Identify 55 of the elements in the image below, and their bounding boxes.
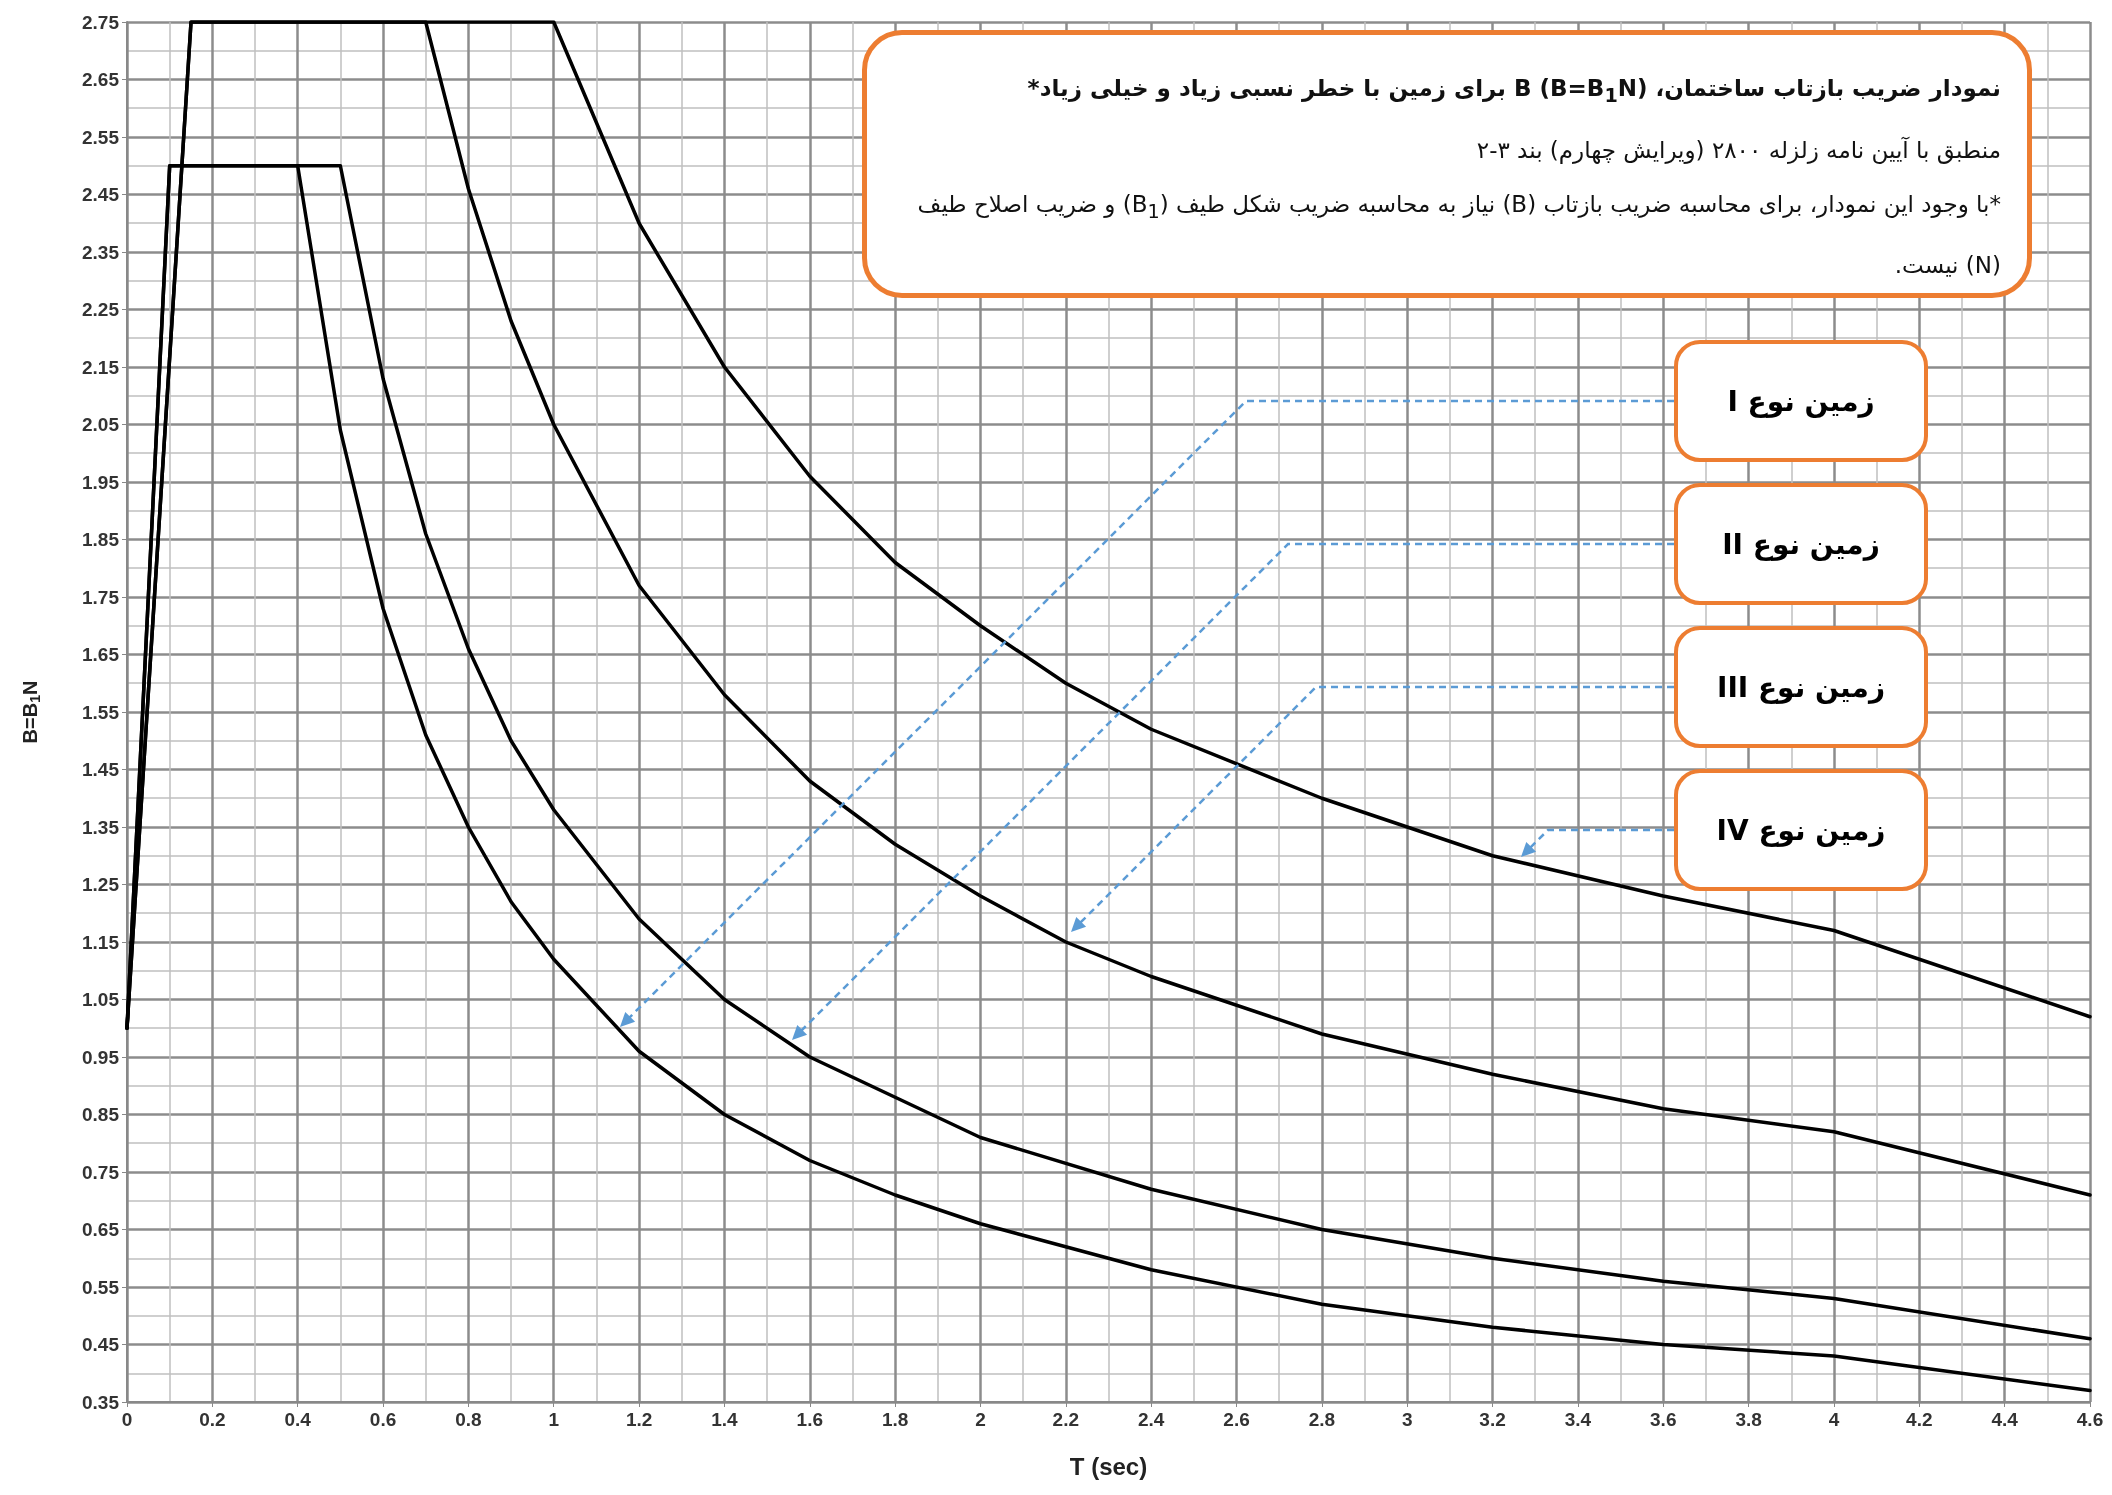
x-tick-label: 4.4 — [1991, 1409, 2019, 1430]
x-tick-label: 0.4 — [284, 1409, 312, 1430]
y-tick-label: 0.35 — [82, 1391, 120, 1413]
x-tick-label: 2.8 — [1308, 1409, 1336, 1430]
x-tick-label: 2.6 — [1223, 1409, 1250, 1430]
annotation: زمین نوع IV — [1716, 814, 1886, 847]
y-tick-label: 0.45 — [82, 1334, 120, 1355]
y-tick-label: 1.15 — [82, 931, 120, 953]
annotation: زمین نوع III — [1716, 671, 1886, 704]
x-tick-label: 4.6 — [2076, 1409, 2104, 1430]
y-tick-label: 2.65 — [82, 69, 120, 90]
x-tick-label: 3.8 — [1735, 1409, 1762, 1430]
y-tick-label: 2.15 — [82, 356, 120, 378]
y-tick-label: 0.95 — [82, 1046, 120, 1068]
y-tick-label: 0.85 — [82, 1104, 120, 1125]
x-tick-label: 3.4 — [1564, 1409, 1592, 1430]
x-axis-title: T (sec) — [1069, 1452, 1148, 1480]
x-tick-label: 4 — [1828, 1409, 1840, 1430]
y-tick-label: 1.35 — [82, 816, 120, 838]
y-tick-label: 1.25 — [82, 874, 120, 895]
y-tick-label: 0.55 — [82, 1276, 120, 1298]
y-tick-label: 2.45 — [82, 184, 120, 205]
x-tick-label: 0.2 — [199, 1409, 226, 1430]
y-axis-title: B=B1N — [19, 680, 43, 744]
y-tick-label: 2.75 — [82, 11, 120, 33]
x-tick-label: 3 — [1401, 1409, 1413, 1430]
x-tick-label: 3.2 — [1479, 1409, 1506, 1430]
annotation: زمین نوع I — [1727, 385, 1875, 418]
x-tick-label: 0 — [121, 1409, 133, 1430]
y-tick-label: 2.25 — [82, 299, 120, 320]
y-tick-label: 0.65 — [82, 1219, 120, 1240]
y-tick-label: 1.05 — [82, 989, 120, 1010]
x-tick-label: 2.2 — [1052, 1409, 1080, 1430]
y-tick-label: 1.95 — [82, 471, 120, 493]
annotation: زمین نوع II — [1722, 528, 1880, 561]
x-tick-label: 1.2 — [625, 1409, 653, 1430]
x-tick-label: 1.8 — [881, 1409, 909, 1430]
y-tick-label: 1.85 — [82, 529, 120, 550]
y-tick-label: 1.55 — [82, 701, 120, 723]
x-tick-label: 1.4 — [711, 1409, 739, 1430]
x-tick-label: 1.6 — [796, 1409, 823, 1430]
x-tick-label: 3.6 — [1650, 1409, 1677, 1430]
x-tick-label: 4.2 — [1906, 1409, 1933, 1430]
y-tick-label: 2.55 — [82, 126, 120, 148]
x-tick-label: 2.4 — [1137, 1409, 1165, 1430]
x-tick-label: 1 — [548, 1409, 560, 1430]
x-tick-label: 0.6 — [369, 1409, 397, 1430]
y-tick-label: 1.45 — [82, 759, 120, 780]
y-tick-label: 2.05 — [82, 414, 120, 435]
y-tick-label: 1.65 — [82, 644, 120, 665]
y-tick-label: 1.75 — [82, 586, 120, 608]
y-tick-label: 0.75 — [82, 1161, 120, 1183]
y-tick-label: 2.35 — [82, 241, 120, 263]
x-tick-label: 2 — [975, 1409, 986, 1430]
x-tick-label: 0.8 — [455, 1409, 482, 1430]
